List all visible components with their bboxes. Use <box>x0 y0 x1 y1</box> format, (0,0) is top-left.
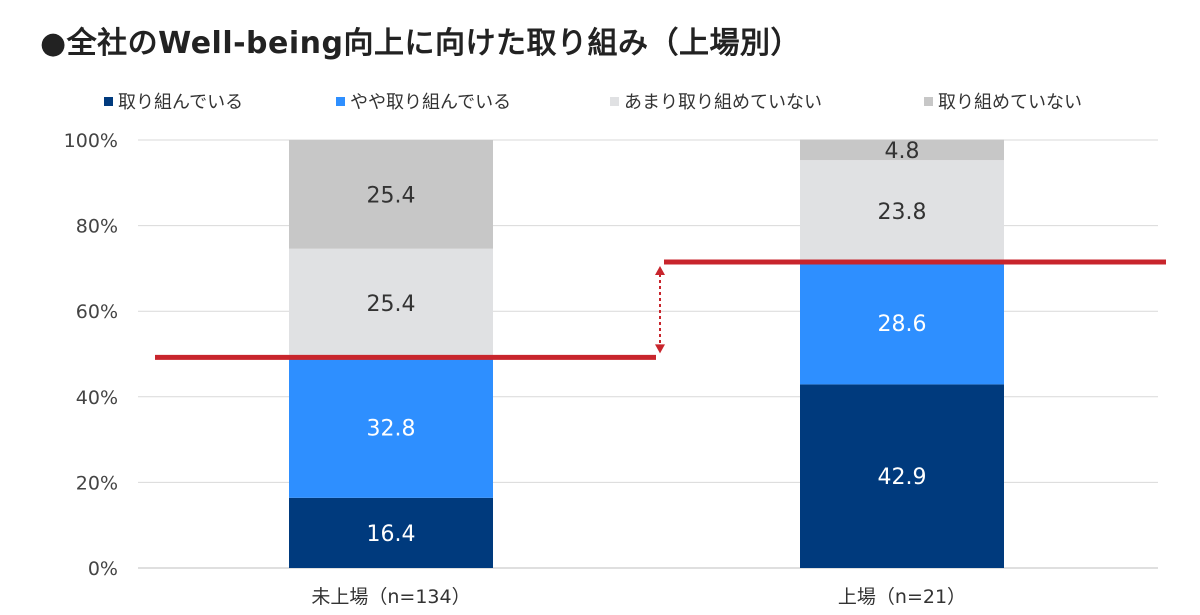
data-label: 4.8 <box>885 139 920 164</box>
y-tick-label: 100% <box>64 130 118 152</box>
legend-swatch <box>104 97 113 106</box>
data-label: 25.4 <box>367 183 416 208</box>
bar-segment <box>800 261 1004 385</box>
bar-segment <box>289 357 493 498</box>
y-tick-label: 20% <box>76 472 118 494</box>
y-tick-label: 60% <box>76 301 118 323</box>
data-label: 25.4 <box>367 292 416 317</box>
chart-title: ●全社のWell-being向上に向けた取り組み（上場別） <box>40 26 801 61</box>
legend-label: 取り組んでいる <box>118 92 243 113</box>
bar-segment <box>289 140 493 249</box>
category-label: 上場（n=21） <box>838 586 966 608</box>
y-tick-label: 40% <box>76 387 118 409</box>
category-label: 未上場（n=134） <box>311 586 470 608</box>
y-tick-label: 0% <box>88 558 118 580</box>
arrow-head-down <box>655 344 665 354</box>
bar-segment <box>800 384 1004 568</box>
data-label: 23.8 <box>878 200 927 225</box>
data-label: 32.8 <box>367 417 416 442</box>
data-label: 28.6 <box>878 312 927 337</box>
legend-label: やや取り組んでいる <box>350 92 511 113</box>
bar-segment <box>800 139 1004 161</box>
data-label: 42.9 <box>878 465 927 490</box>
arrow-head-up <box>655 265 665 275</box>
legend-swatch <box>924 97 933 106</box>
bar-segment <box>289 248 493 358</box>
data-label: 16.4 <box>367 522 416 547</box>
legend-label: 取り組めていない <box>938 92 1082 113</box>
legend-label: あまり取り組めていない <box>624 92 822 113</box>
bar-segment <box>289 497 493 568</box>
bar-segment <box>800 160 1004 262</box>
legend-swatch <box>336 97 345 106</box>
y-tick-label: 80% <box>76 216 118 238</box>
legend-swatch <box>610 97 619 106</box>
